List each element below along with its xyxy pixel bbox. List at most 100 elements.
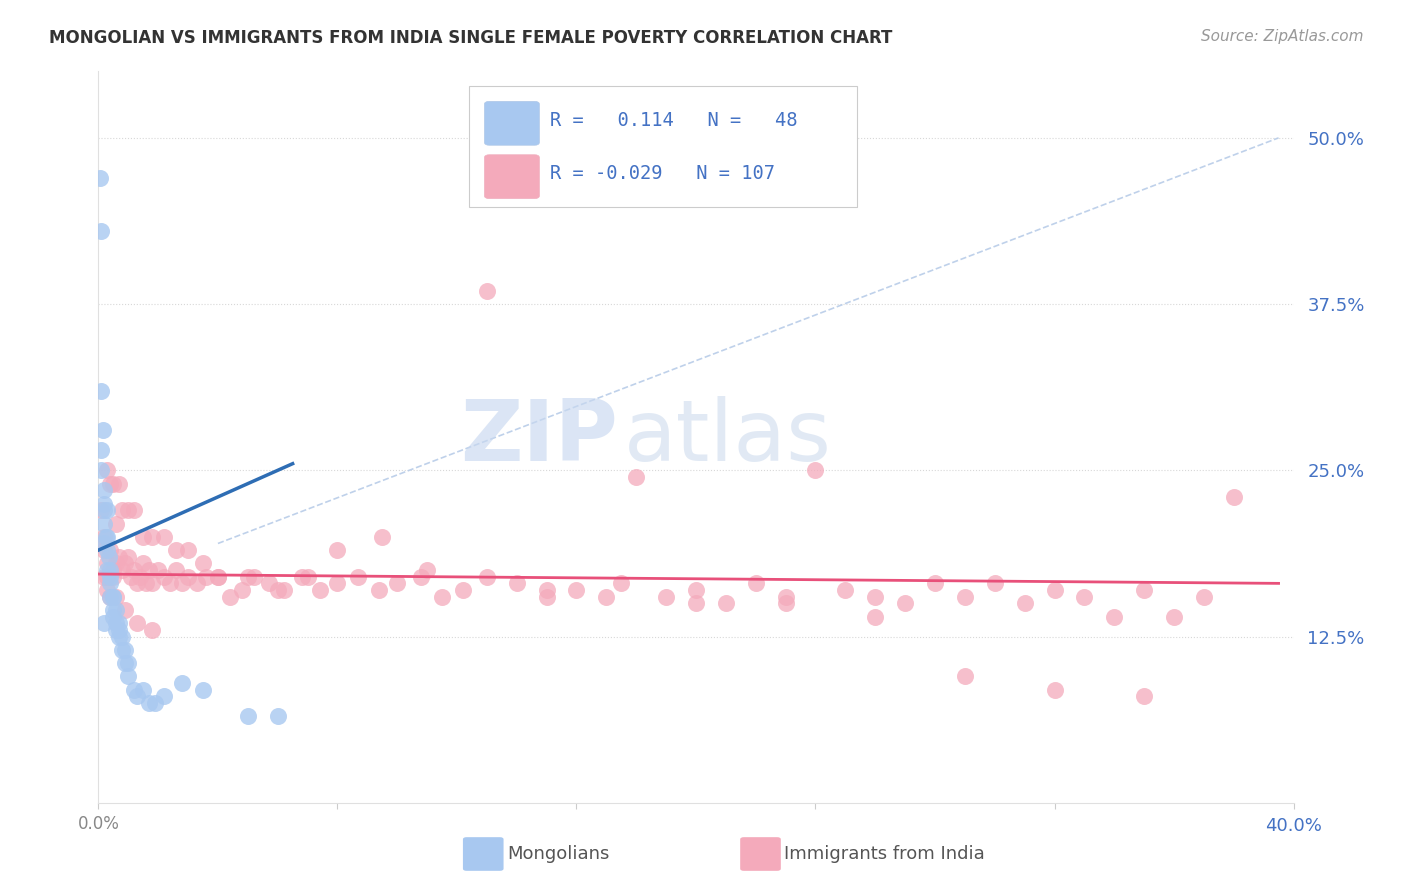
Text: Source: ZipAtlas.com: Source: ZipAtlas.com [1201,29,1364,44]
Point [90,503,112,517]
Point [219,590,242,604]
Point [1163,609,1185,624]
Point [96,503,118,517]
Point [117,503,139,517]
Point [108,630,131,644]
Text: atlas: atlas [624,395,832,479]
Point [105,516,128,531]
FancyBboxPatch shape [463,838,503,871]
Point [132,530,155,544]
Point [127,616,149,631]
Point [98,563,122,577]
Point [191,682,214,697]
Point [132,557,155,571]
Point [105,557,128,571]
Point [93,530,115,544]
Point [207,570,229,584]
Point [124,563,146,577]
Point [117,549,139,564]
Point [775,590,797,604]
Point [111,503,134,517]
Point [96,543,118,558]
Point [124,682,146,697]
Point [347,570,370,584]
Point [536,590,558,604]
Point [536,582,558,597]
Point [231,582,253,597]
Point [714,596,737,610]
Point [96,563,118,577]
Point [430,590,453,604]
Point [103,563,125,577]
Point [103,570,125,584]
Point [93,616,115,631]
Point [257,576,280,591]
Point [186,576,208,591]
Point [111,563,134,577]
Text: Mongolians: Mongolians [508,845,610,863]
Point [127,576,149,591]
Point [148,563,170,577]
Point [93,543,115,558]
Point [93,516,115,531]
Point [326,543,349,558]
Point [236,570,259,584]
Point [191,557,214,571]
Point [96,463,118,477]
Point [595,590,617,604]
Text: 40.0%: 40.0% [1265,816,1322,835]
Point [953,590,976,604]
Point [1043,682,1066,697]
Point [138,696,160,710]
Point [114,643,136,657]
Point [626,470,648,484]
Point [91,424,114,438]
Point [103,590,125,604]
Point [103,603,125,617]
Point [1133,582,1156,597]
Point [114,603,136,617]
Point [1223,490,1246,504]
Point [93,570,115,584]
Point [865,590,887,604]
Point [273,582,295,597]
Point [172,676,194,690]
Point [159,576,181,591]
Point [129,570,152,584]
Point [108,623,131,637]
Point [1014,596,1036,610]
Point [984,576,1007,591]
Point [385,576,409,591]
Point [207,570,229,584]
Point [894,596,917,610]
Point [90,384,112,398]
Point [416,563,439,577]
Point [105,623,128,637]
Text: ZIP: ZIP [461,395,619,479]
Point [105,603,128,617]
Point [96,530,118,544]
Text: MONGOLIAN VS IMMIGRANTS FROM INDIA SINGLE FEMALE POVERTY CORRELATION CHART: MONGOLIAN VS IMMIGRANTS FROM INDIA SINGL… [49,29,893,46]
Point [775,596,797,610]
Point [177,570,200,584]
Point [565,582,588,597]
Point [451,582,474,597]
Text: R =   0.114   N =   48: R = 0.114 N = 48 [550,111,797,130]
Point [924,576,946,591]
Point [98,543,122,558]
Point [89,170,111,185]
Point [834,582,856,597]
Point [165,563,187,577]
Point [105,616,128,631]
Point [195,570,218,584]
Point [96,570,118,584]
Point [93,503,115,517]
Point [98,476,122,491]
Point [411,570,433,584]
Point [141,576,163,591]
Point [165,543,187,558]
Point [111,643,134,657]
Point [108,616,131,631]
Point [117,656,139,670]
Point [1104,609,1126,624]
